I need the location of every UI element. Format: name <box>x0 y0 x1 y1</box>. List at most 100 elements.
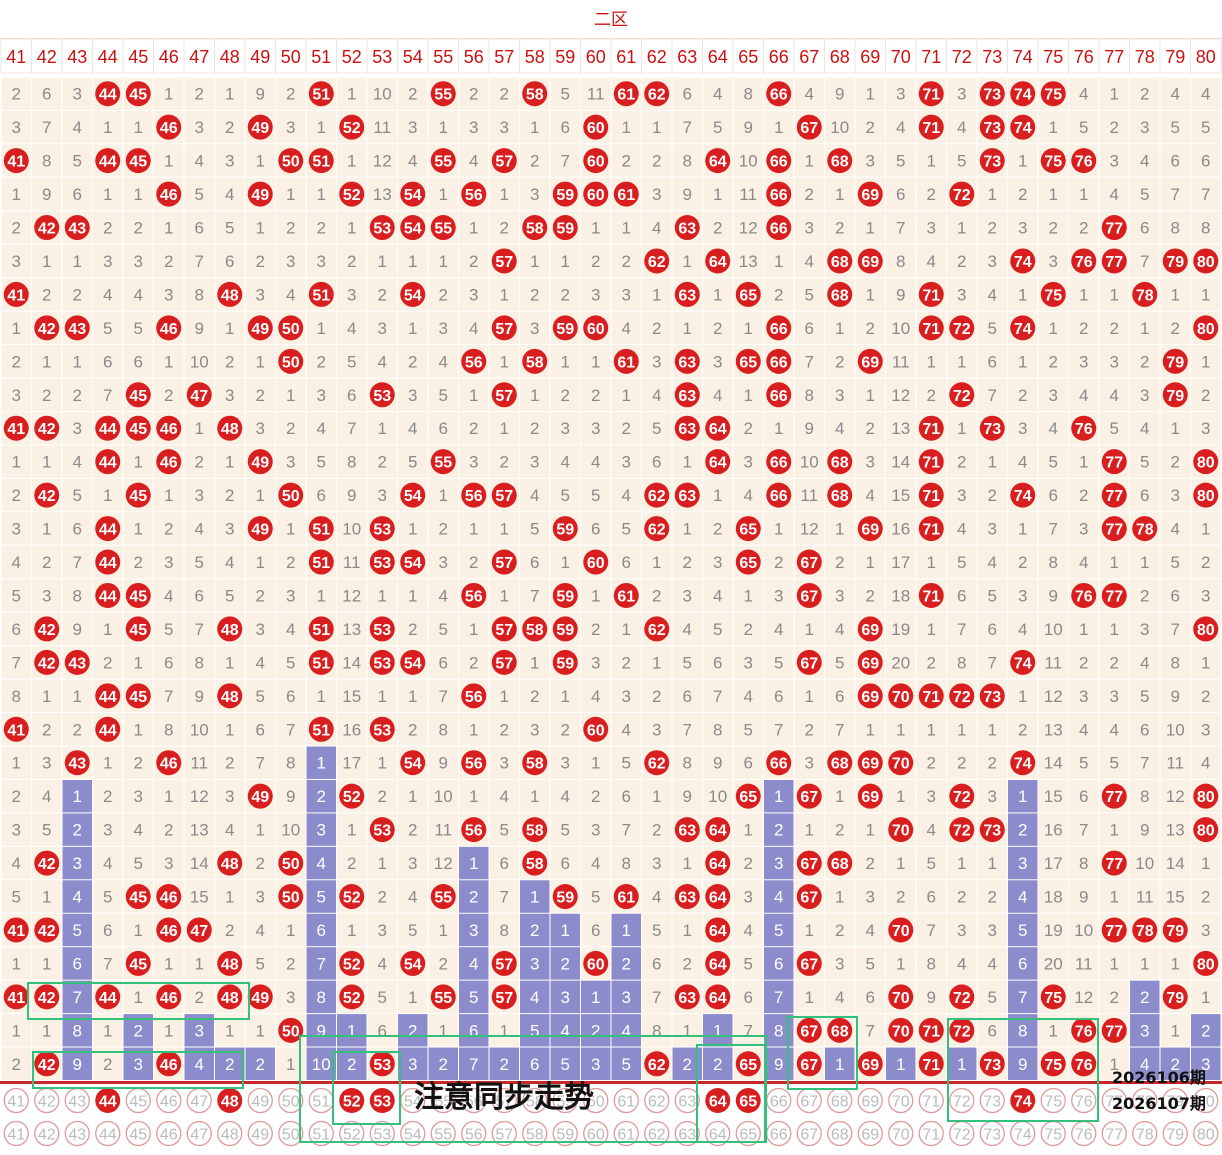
omission-value: 9 <box>256 85 265 104</box>
cell-bg <box>0 310 32 346</box>
hit-number: 43 <box>68 655 86 672</box>
omission-value: 1 <box>134 988 143 1007</box>
omission-value: 2 <box>683 553 692 572</box>
hit-number: 50 <box>282 154 300 171</box>
omission-value: 6 <box>195 219 204 238</box>
selected-number: 52 <box>343 1094 361 1111</box>
omission-value: 2 <box>530 152 539 171</box>
hit-number: 78 <box>1136 287 1154 304</box>
omission-value: 3 <box>988 921 997 940</box>
prediction-number: 68 <box>831 1094 849 1111</box>
hit-number: 63 <box>678 354 696 371</box>
omission-value: 13 <box>891 419 910 438</box>
omission-value: 1 <box>591 352 600 371</box>
omission-value: 2 <box>652 319 661 338</box>
omission-value: 6 <box>73 185 82 204</box>
omission-value: 4 <box>805 85 814 104</box>
header-cell-79 <box>1159 38 1191 74</box>
hit-number: 77 <box>1105 221 1123 238</box>
omission-value: 1 <box>1018 352 1027 371</box>
omission-bar-value: 1 <box>896 1055 905 1074</box>
omission-value: 5 <box>317 453 326 472</box>
cell-bg <box>763 411 795 446</box>
omission-value: 5 <box>12 586 21 605</box>
hit-number: 57 <box>495 254 513 271</box>
omission-bar-value: 3 <box>591 1055 600 1074</box>
omission-value: 1 <box>774 118 783 137</box>
hit-number: 47 <box>190 388 208 405</box>
omission-value: 10 <box>1166 720 1185 739</box>
omission-value: 2 <box>835 219 844 238</box>
omission-value: 2 <box>835 921 844 940</box>
hit-number: 65 <box>739 354 757 371</box>
omission-value: 6 <box>683 687 692 706</box>
omission-value: 7 <box>286 720 295 739</box>
cell-bg <box>1068 277 1100 312</box>
omission-value: 3 <box>469 285 478 304</box>
cell-bg <box>580 377 612 412</box>
omission-value: 1 <box>1201 653 1210 672</box>
omission-value: 7 <box>164 687 173 706</box>
hit-number: 54 <box>404 287 422 304</box>
cell-bg <box>92 176 124 212</box>
hit-number: 60 <box>587 187 605 204</box>
cell-bg <box>519 477 551 513</box>
cell-bg <box>885 277 917 312</box>
omission-value: 4 <box>1110 386 1119 405</box>
prediction-number: 73 <box>983 1127 1001 1144</box>
hit-number: 43 <box>68 756 86 773</box>
hit-number: 41 <box>7 421 25 438</box>
omission-value: 10 <box>342 520 361 539</box>
hit-number: 58 <box>526 756 544 773</box>
hit-number: 55 <box>434 221 452 238</box>
header-cell-41 <box>0 38 32 74</box>
cell-bg <box>915 243 947 279</box>
hit-number: 63 <box>678 421 696 438</box>
cell-bg <box>61 143 93 178</box>
cell-bg <box>580 76 612 111</box>
omission-bar-value: 3 <box>134 1055 143 1074</box>
omission-value: 1 <box>378 754 387 773</box>
hit-number: 48 <box>221 622 239 639</box>
omission-value: 3 <box>42 754 51 773</box>
omission-value: 5 <box>591 486 600 505</box>
omission-value: 2 <box>774 553 783 572</box>
omission-value: 9 <box>42 185 51 204</box>
omission-value: 7 <box>866 1021 875 1040</box>
omission-value: 10 <box>1044 620 1063 639</box>
omission-value: 1 <box>12 1021 21 1040</box>
cell-bg <box>61 344 93 379</box>
cell-bg <box>427 377 459 412</box>
omission-bar-value: 7 <box>469 1055 478 1074</box>
omission-value: 2 <box>103 653 112 672</box>
omission-value: 1 <box>561 553 570 572</box>
omission-value: 1 <box>286 520 295 539</box>
prediction-number: 69 <box>861 1127 879 1144</box>
omission-value: 2 <box>1110 988 1119 1007</box>
omission-bar-value: 5 <box>73 921 82 940</box>
cell-bg <box>1098 377 1130 412</box>
omission-bar-value: 5 <box>774 921 783 940</box>
prediction-number: 48 <box>221 1127 239 1144</box>
omission-value: 1 <box>42 888 51 907</box>
omission-value: 1 <box>256 486 265 505</box>
hit-number: 73 <box>983 421 1001 438</box>
omission-value: 2 <box>12 352 21 371</box>
annotation-text: 注意同步走势 <box>414 1080 594 1115</box>
omission-value: 1 <box>1049 118 1058 137</box>
hit-number: 49 <box>251 522 269 539</box>
omission-value: 4 <box>591 854 600 873</box>
cell-bg <box>427 344 459 379</box>
omission-value: 1 <box>744 821 753 840</box>
omission-value: 7 <box>835 720 844 739</box>
omission-value: 5 <box>744 720 753 739</box>
omission-value: 6 <box>347 386 356 405</box>
cell-bg <box>0 176 32 212</box>
omission-bar-value: 2 <box>622 954 631 973</box>
omission-value: 1 <box>591 754 600 773</box>
omission-value: 6 <box>1140 720 1149 739</box>
cell-bg <box>183 76 215 111</box>
omission-value: 9 <box>683 185 692 204</box>
omission-value: 1 <box>286 386 295 405</box>
omission-value: 1 <box>12 754 21 773</box>
